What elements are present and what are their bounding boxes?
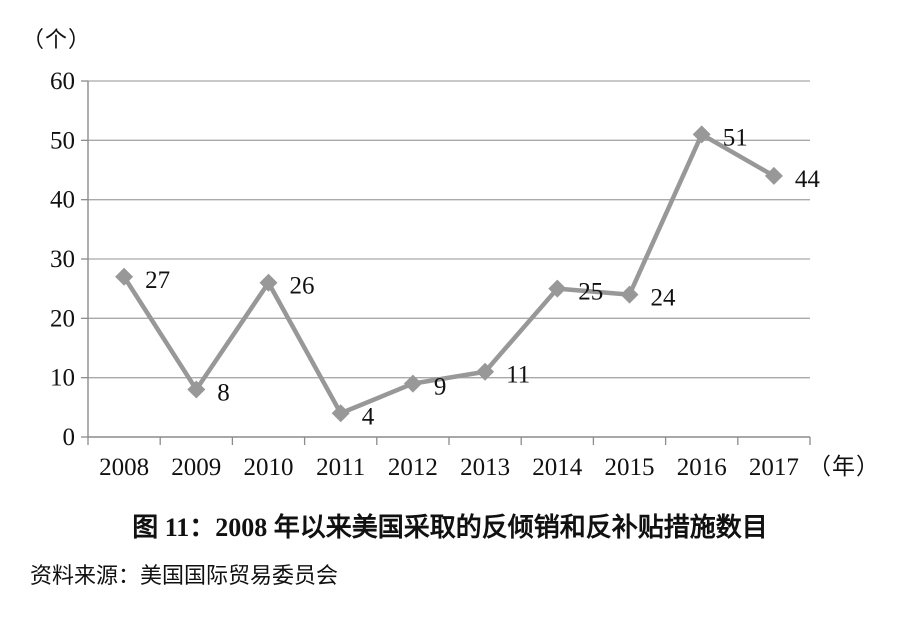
data-label-2016: 51	[723, 124, 748, 151]
data-point-2012	[403, 374, 422, 393]
x-tick-label-2017: 2017	[749, 454, 799, 481]
y-axis-unit-label: （个）	[22, 27, 92, 52]
data-label-2017: 44	[795, 166, 821, 193]
y-tick-label-60: 60	[50, 68, 75, 95]
data-label-2011: 4	[362, 403, 375, 430]
y-tick-label-50: 50	[50, 127, 75, 154]
data-label-2015: 24	[651, 285, 677, 312]
data-point-2016	[692, 125, 711, 144]
data-point-2009	[187, 380, 206, 399]
x-tick-label-2010: 2010	[244, 454, 294, 481]
x-tick-label-2012: 2012	[388, 454, 438, 481]
data-label-2012: 9	[434, 374, 447, 401]
x-tick-label-2008: 2008	[99, 454, 149, 481]
x-tick-label-2016: 2016	[677, 454, 727, 481]
x-tick-label-2011: 2011	[316, 454, 365, 481]
x-tick-label-2015: 2015	[605, 454, 655, 481]
x-axis-unit-label: （年）	[808, 454, 880, 479]
data-label-2014: 25	[578, 279, 603, 306]
y-tick-label-20: 20	[50, 305, 75, 332]
data-point-2010	[259, 273, 278, 292]
y-tick-label-30: 30	[50, 246, 75, 273]
y-tick-label-10: 10	[50, 365, 75, 392]
y-tick-label-0: 0	[63, 424, 76, 451]
y-tick-label-40: 40	[50, 187, 75, 214]
data-point-2008	[115, 267, 134, 286]
data-line	[121, 132, 777, 416]
data-label-2008: 27	[145, 267, 170, 294]
x-tick-label-2013: 2013	[460, 454, 510, 481]
data-point-2011	[331, 404, 350, 423]
data-point-2015	[620, 285, 639, 304]
x-tick-label-2009: 2009	[171, 454, 221, 481]
data-point-2014	[548, 279, 567, 298]
line-chart-plot: 0 10 20 30 40 50 60 2008 2009 2010 2011 2012 2013 201…	[50, 68, 880, 481]
x-tick-label-2014: 2014	[532, 454, 583, 481]
data-label-2009: 8	[217, 380, 230, 407]
data-label-2013: 11	[506, 362, 530, 389]
data-point-2017	[764, 166, 783, 185]
data-label-2010: 26	[290, 273, 315, 300]
data-point-2013	[476, 362, 495, 381]
chart-title: 图 11：2008 年以来美国采取的反倾销和反补贴措施数目	[132, 513, 768, 542]
chart-source: 资料来源：美国国际贸易委员会	[30, 563, 339, 588]
